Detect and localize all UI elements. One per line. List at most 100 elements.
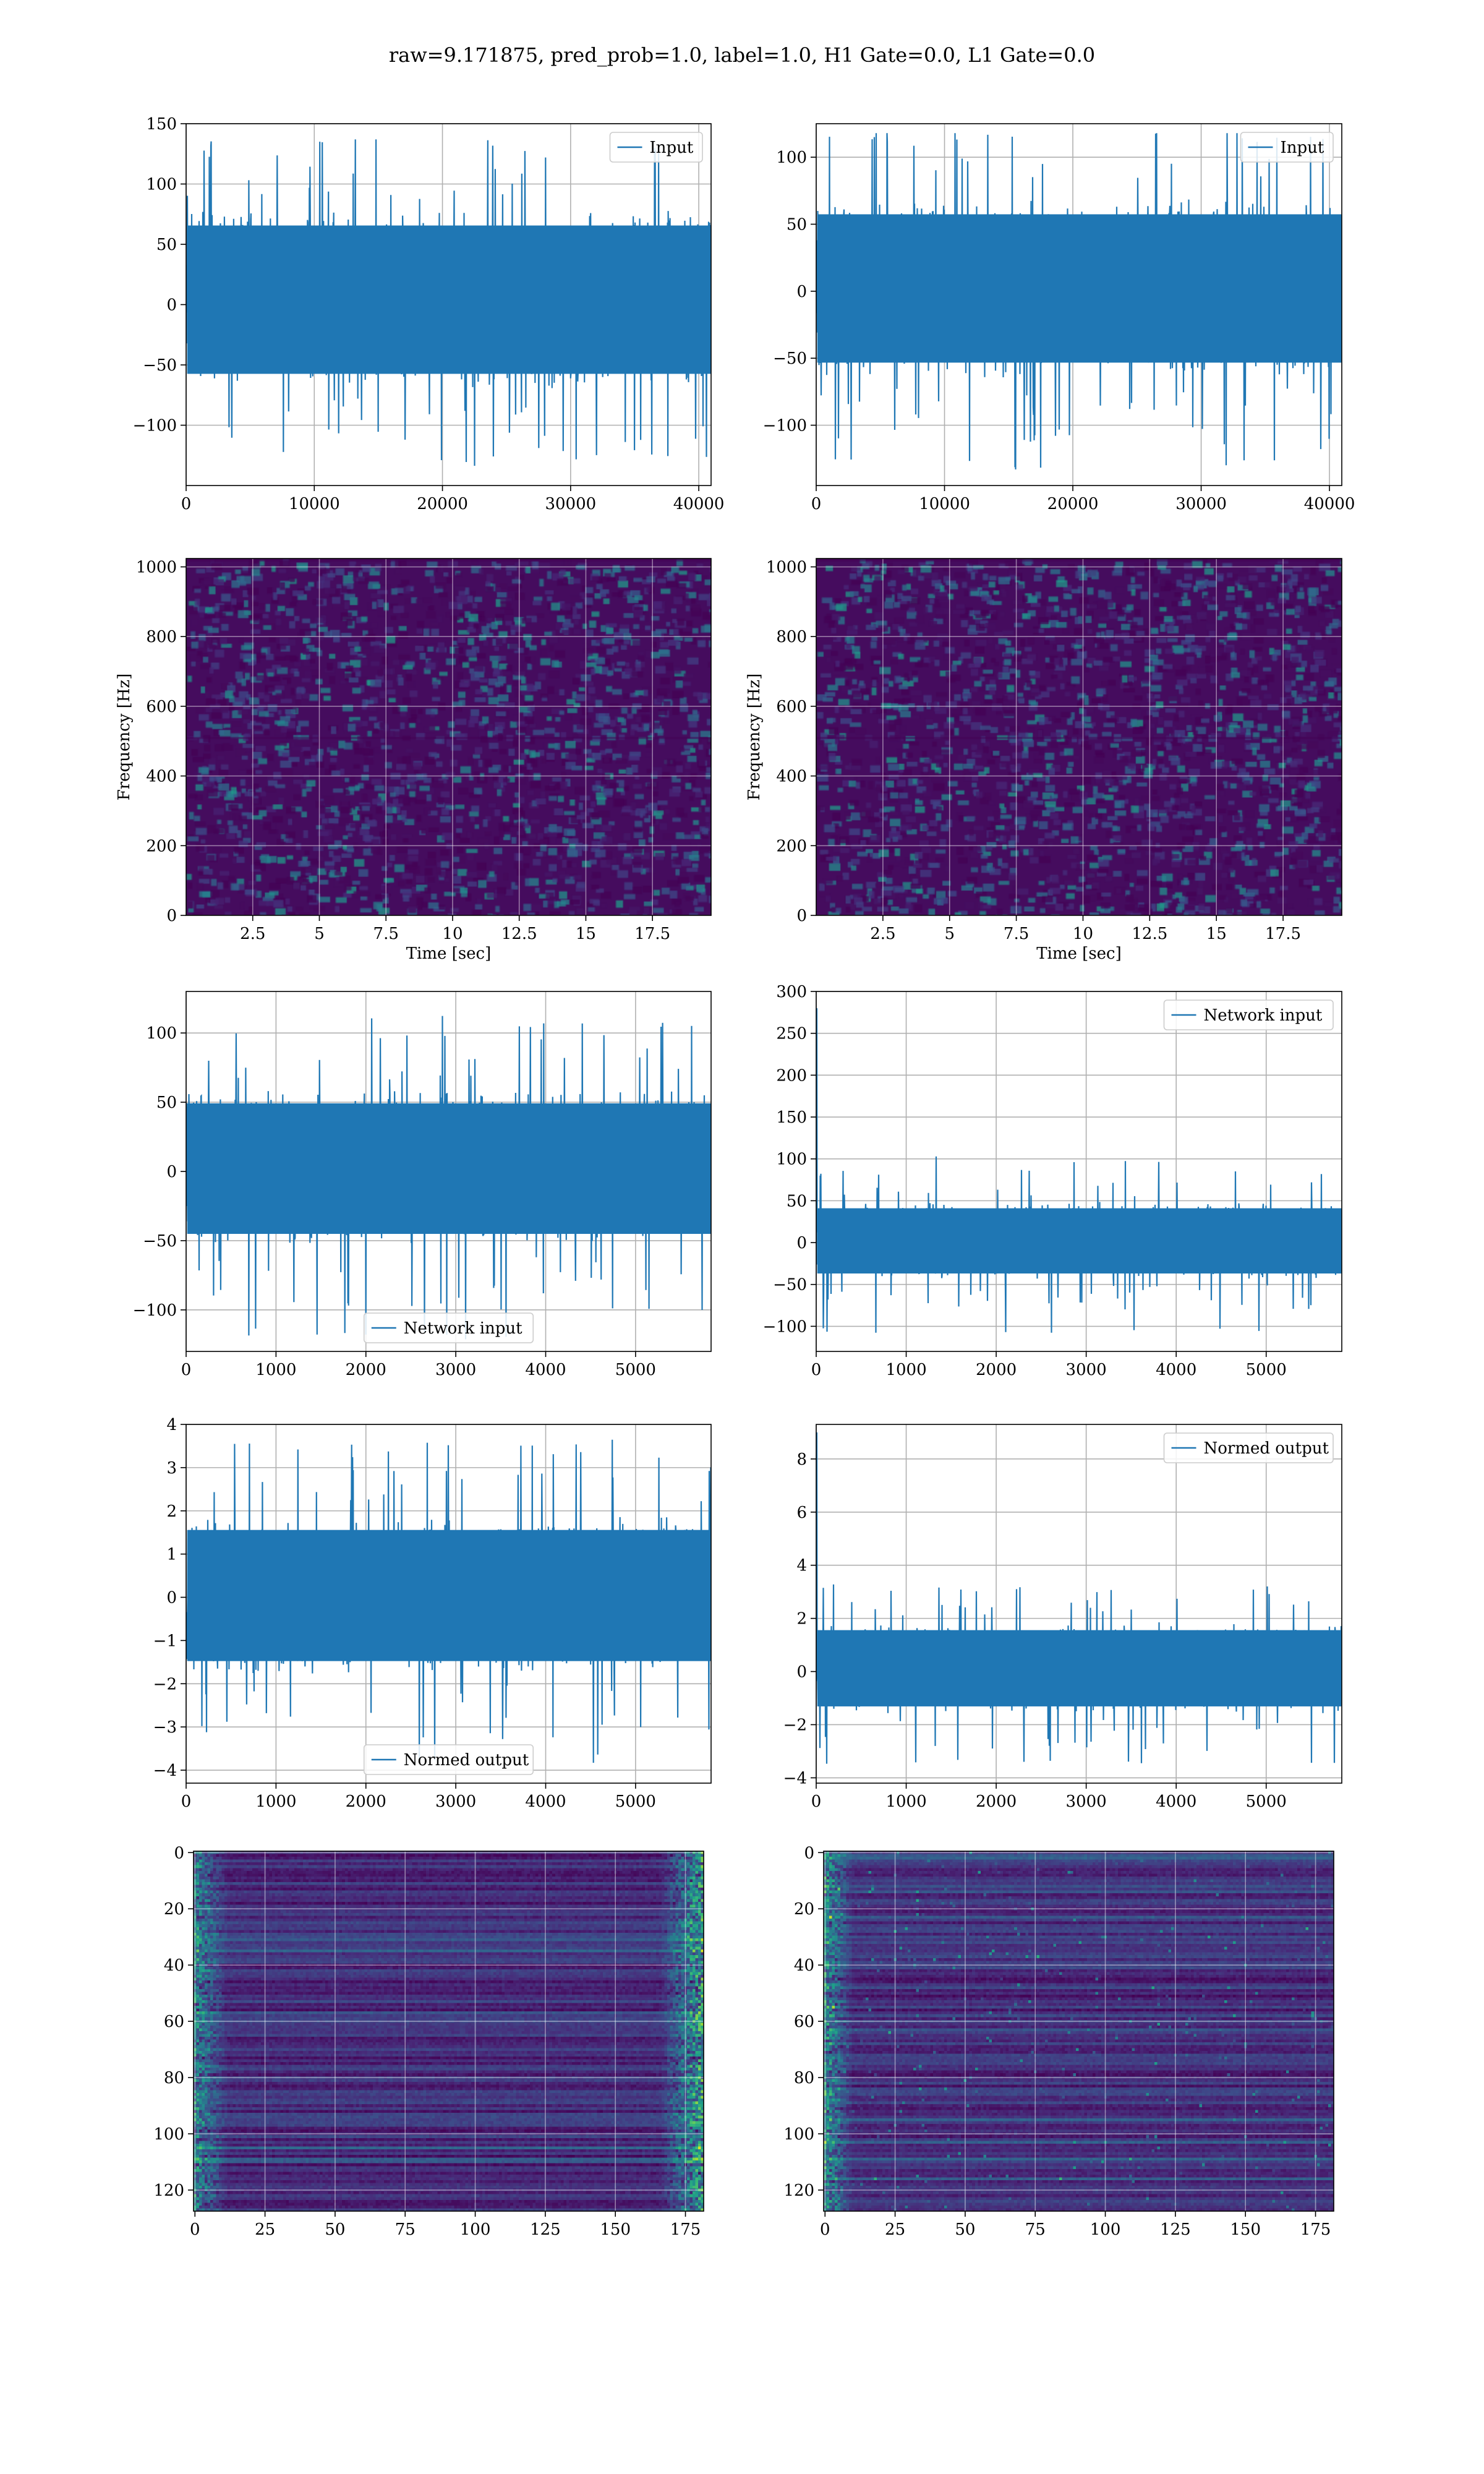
y-tick-label: 0: [796, 1663, 807, 1682]
axes-frame: [816, 123, 1342, 486]
x-tick-label: 2.5: [870, 925, 895, 943]
x-tick-label: 7.5: [373, 925, 399, 943]
grid-lines: [194, 1851, 704, 2211]
y-tick-label: 800: [146, 628, 177, 646]
x-tick-label: 75: [395, 2220, 416, 2239]
x-tick-label: 3000: [435, 1792, 476, 1811]
y-tick-label: 50: [156, 236, 177, 254]
y-tick-label: 2: [796, 1610, 807, 1629]
legend-label: Network input: [1204, 1006, 1323, 1025]
y-tick-label: 100: [146, 1024, 177, 1043]
y-tick-label: −4: [783, 1769, 807, 1787]
y-tick-label: −50: [773, 1276, 807, 1295]
x-tick-label: 100: [460, 2220, 491, 2239]
y-tick-label: 200: [776, 1066, 807, 1085]
subplot-r5c1: 0 25 50 75 100 125 150 175 0 20 40 60 80 100 120: [153, 1844, 704, 2239]
y-tick-label: −2: [153, 1675, 177, 1693]
heatmap-image: [824, 1851, 1334, 2211]
subplot-r5c2: 0 25 50 75 100 125 150 175 0 20 40 60 80 100 120: [783, 1844, 1334, 2239]
ticks: 2.5 5 7.5 10 12.5 15 17.5 0 200 400 600 800 1000: [136, 559, 670, 943]
x-tick-label: 10: [442, 925, 463, 943]
y-tick-label: 100: [776, 1150, 807, 1169]
y-tick-label: −100: [763, 417, 807, 435]
x-tick-label: 2000: [976, 1792, 1017, 1811]
y-tick-label: 2: [166, 1502, 177, 1521]
legend-box: [1163, 1432, 1334, 1463]
y-tick-label: 0: [796, 907, 807, 925]
y-tick-label: 1000: [766, 559, 807, 577]
x-tick-label: 5000: [615, 1361, 656, 1379]
ticks: 2.5 5 7.5 10 12.5 15 17.5 0 200 400 600 800 1000: [766, 559, 1301, 943]
y-tick-label: 0: [166, 296, 177, 315]
y-tick-label: 600: [146, 698, 177, 716]
y-axis-label: Frequency [Hz]: [745, 674, 764, 801]
x-tick-label: 25: [255, 2220, 275, 2239]
legend-box: [363, 1744, 534, 1775]
axes-frame: [816, 558, 1342, 916]
x-tick-label: 1000: [885, 1792, 926, 1811]
y-tick-label: 600: [776, 698, 807, 716]
figure-suptitle: raw=9.171875, pred_prob=1.0, label=1.0, …: [389, 43, 1095, 67]
ticks: 0 10000 20000 30000 40000 −100 −50 0 50 100: [763, 148, 1355, 513]
y-tick-label: −100: [133, 1301, 177, 1320]
legend-label: Input: [1281, 139, 1324, 157]
x-tick-label: 40000: [673, 495, 725, 513]
x-tick-label: 3000: [1066, 1361, 1107, 1379]
grid-lines: [186, 559, 711, 916]
x-tick-label: 2000: [346, 1361, 386, 1379]
legend: Network input: [363, 1312, 534, 1343]
y-tick-label: −100: [763, 1317, 807, 1336]
x-tick-label: 50: [955, 2220, 975, 2239]
legend-box: [363, 1312, 534, 1343]
legend: Normed output: [1163, 1432, 1334, 1463]
x-tick-label: 125: [530, 2220, 561, 2239]
x-tick-label: 175: [670, 2220, 701, 2239]
x-tick-label: 10000: [289, 495, 340, 513]
y-tick-label: 400: [776, 768, 807, 786]
x-tick-label: 100: [1090, 2220, 1121, 2239]
y-tick-label: 250: [776, 1025, 807, 1043]
y-tick-label: −50: [143, 1232, 177, 1251]
x-tick-label: 0: [181, 1361, 192, 1379]
y-tick-label: 1000: [136, 559, 177, 577]
legend: Input: [1240, 132, 1334, 163]
y-tick-label: −50: [143, 356, 177, 375]
y-tick-label: 800: [776, 628, 807, 646]
axes-frame: [193, 1851, 704, 2212]
x-tick-label: 12.5: [1132, 925, 1167, 943]
y-tick-label: 3: [166, 1459, 177, 1478]
y-tick-label: 80: [164, 2069, 184, 2087]
y-tick-label: 0: [796, 1234, 807, 1252]
x-axis-label: Time [sec]: [1036, 944, 1122, 963]
y-tick-label: 8: [796, 1450, 807, 1469]
x-tick-label: 3000: [1066, 1792, 1107, 1811]
heatmap-image: [186, 559, 711, 915]
y-tick-label: 0: [796, 283, 807, 301]
subplot-r3c1: 0 1000 2000 3000 4000 5000 −100 −50 0 50 100 Networ…: [133, 991, 712, 1379]
subplot-r2c1: 2.5 5 7.5 10 12.5 15 17.5 0 200 400 600 800 1000 Time…: [115, 558, 712, 963]
subplot-r4c1: 0 1000 2000 3000 4000 5000 −4 −3 −2 −1 0 1 2 3 4 Normed…: [153, 1416, 712, 1811]
subplot-r3c2: 0 1000 2000 3000 4000 5000 −100 −50 0 50 100 150 200…: [763, 983, 1342, 1379]
series-dense-band: [817, 214, 1342, 363]
axes-frame: [816, 1424, 1342, 1784]
x-tick-label: 17.5: [634, 925, 670, 943]
legend-label: Input: [650, 139, 694, 157]
y-tick-label: 120: [783, 2181, 814, 2200]
y-tick-label: −50: [773, 349, 807, 368]
x-tick-label: 4000: [1156, 1792, 1196, 1811]
y-tick-label: 20: [164, 1900, 184, 1919]
x-tick-label: 0: [811, 495, 822, 513]
y-tick-label: 4: [166, 1416, 177, 1434]
subplot-r1c2: 0 10000 20000 30000 40000 −100 −50 0 50 100 Input: [763, 123, 1355, 513]
x-tick-label: 2.5: [240, 925, 265, 943]
y-tick-label: 150: [776, 1108, 807, 1127]
y-tick-label: 300: [776, 983, 807, 1001]
x-tick-label: 1000: [255, 1792, 296, 1811]
legend-label: Normed output: [404, 1751, 529, 1770]
legend-label: Network input: [404, 1319, 522, 1338]
ticks: 0 10000 20000 30000 40000 −100 −50 0 50 100 150: [133, 115, 725, 513]
x-tick-label: 1000: [885, 1361, 926, 1379]
x-tick-label: 0: [181, 495, 192, 513]
y-tick-label: 4: [796, 1557, 807, 1575]
y-tick-label: 0: [166, 1589, 177, 1607]
